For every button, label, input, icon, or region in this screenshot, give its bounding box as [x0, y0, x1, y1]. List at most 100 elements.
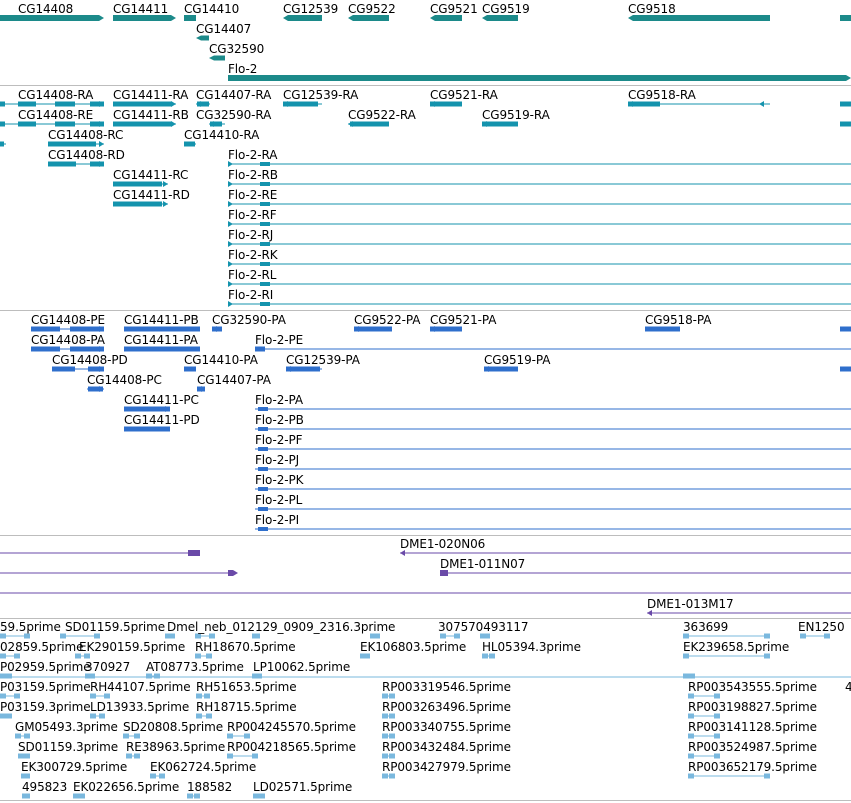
feature-label[interactable]: LD02571.5prime — [253, 780, 353, 794]
feature-label[interactable]: RP003263496.5prime — [382, 700, 511, 714]
feature-glyph[interactable] — [206, 653, 212, 659]
feature-glyph[interactable] — [24, 773, 30, 779]
feature-label[interactable]: CG9519-PA — [484, 353, 551, 367]
strand-arrow[interactable] — [99, 366, 104, 372]
feature-glyph[interactable] — [260, 282, 270, 286]
strand-arrow[interactable] — [228, 261, 233, 267]
strand-arrow[interactable] — [171, 121, 176, 127]
strand-arrow[interactable] — [99, 101, 104, 107]
feature-glyph[interactable] — [389, 693, 395, 699]
feature-glyph[interactable] — [79, 793, 85, 799]
feature-label[interactable]: P03159.5prime — [0, 680, 91, 694]
feature-label[interactable]: Flo-2-RL — [228, 268, 277, 282]
feature-label[interactable]: CG9518 — [628, 2, 676, 16]
feature-glyph[interactable] — [113, 201, 162, 207]
feature-glyph[interactable] — [24, 733, 30, 739]
strand-arrow[interactable] — [99, 326, 104, 332]
feature-label[interactable]: RH51653.5prime — [196, 680, 297, 694]
feature-label[interactable]: 495823 — [22, 780, 68, 794]
feature-glyph[interactable] — [389, 713, 395, 719]
feature-glyph[interactable] — [258, 507, 268, 511]
feature-glyph[interactable] — [15, 733, 21, 739]
feature-label[interactable]: RP003432484.5prime — [382, 740, 511, 754]
feature-glyph[interactable] — [169, 633, 175, 639]
feature-label[interactable]: 59.5prime — [0, 620, 61, 634]
feature-glyph[interactable] — [196, 693, 202, 699]
feature-glyph[interactable] — [689, 673, 695, 679]
feature-glyph[interactable] — [454, 633, 460, 639]
strand-arrow[interactable] — [228, 241, 233, 247]
feature-label[interactable]: CG14408-RA — [18, 88, 94, 102]
feature-label[interactable]: CG14411 — [113, 2, 169, 16]
feature-label[interactable]: CG9521-RA — [430, 88, 498, 102]
feature-glyph[interactable] — [628, 101, 660, 107]
feature-glyph[interactable] — [0, 713, 6, 719]
feature-label[interactable]: CG14408-PC — [87, 373, 162, 387]
feature-label[interactable]: RP004245570.5prime — [227, 720, 356, 734]
feature-glyph[interactable] — [714, 713, 720, 719]
feature-glyph[interactable] — [31, 326, 60, 332]
feature-glyph[interactable] — [113, 101, 172, 107]
feature-glyph[interactable] — [440, 633, 446, 639]
feature-glyph[interactable] — [350, 121, 389, 127]
feature-glyph[interactable] — [154, 673, 160, 679]
feature-glyph[interactable] — [90, 693, 96, 699]
feature-glyph[interactable] — [194, 793, 200, 799]
feature-glyph[interactable] — [840, 121, 851, 127]
feature-glyph[interactable] — [482, 121, 518, 127]
feature-label[interactable]: DME1-011N07 — [440, 557, 526, 571]
strand-arrow[interactable] — [759, 101, 764, 107]
feature-glyph[interactable] — [184, 141, 195, 147]
feature-label[interactable]: HL05394.3prime — [482, 640, 581, 654]
feature-glyph[interactable] — [18, 121, 36, 127]
feature-label[interactable]: CG14407-PA — [197, 373, 271, 387]
feature-label[interactable]: CG14411-RD — [113, 188, 190, 202]
feature-glyph[interactable] — [204, 693, 210, 699]
feature-label[interactable]: Flo-2-RF — [228, 208, 277, 222]
feature-glyph[interactable] — [800, 633, 806, 639]
feature-glyph[interactable] — [227, 753, 233, 759]
feature-glyph[interactable] — [764, 773, 770, 779]
feature-glyph[interactable] — [688, 733, 694, 739]
feature-glyph[interactable] — [389, 733, 395, 739]
feature-glyph[interactable] — [84, 653, 90, 659]
feature-label[interactable]: 02859.5prime — [0, 640, 84, 654]
feature-glyph[interactable] — [0, 633, 6, 639]
feature-glyph[interactable] — [714, 733, 720, 739]
feature-glyph[interactable] — [688, 713, 694, 719]
feature-label[interactable]: CG9521-PA — [430, 313, 497, 327]
feature-glyph[interactable] — [683, 673, 689, 679]
feature-label[interactable]: CG9521 — [430, 2, 478, 16]
feature-glyph[interactable] — [683, 633, 689, 639]
feature-glyph[interactable] — [206, 713, 212, 719]
feature-glyph[interactable] — [382, 693, 388, 699]
feature-glyph[interactable] — [430, 326, 462, 332]
feature-label[interactable]: Flo-2-PK — [255, 473, 304, 487]
strand-arrow[interactable] — [228, 161, 233, 167]
strand-arrow[interactable] — [354, 326, 359, 332]
feature-label[interactable]: 4 — [845, 680, 851, 694]
feature-label[interactable]: CG9522-RA — [348, 108, 416, 122]
feature-glyph[interactable] — [0, 693, 6, 699]
feature-label[interactable]: CG32590 — [209, 42, 265, 56]
feature-glyph[interactable] — [260, 262, 270, 266]
feature-label[interactable]: CG14408-RC — [48, 128, 124, 142]
feature-label[interactable]: CG14410-RA — [184, 128, 260, 142]
feature-glyph[interactable] — [484, 633, 490, 639]
feature-glyph[interactable] — [252, 753, 258, 759]
feature-glyph[interactable] — [244, 733, 250, 739]
feature-glyph[interactable] — [840, 366, 851, 372]
feature-glyph[interactable] — [195, 633, 201, 639]
feature-glyph[interactable] — [0, 653, 6, 659]
feature-label[interactable]: CG14408-RE — [18, 108, 94, 122]
feature-glyph[interactable] — [6, 713, 12, 719]
feature-glyph[interactable] — [31, 346, 60, 352]
feature-label[interactable]: P02959.5prime — [0, 660, 91, 674]
feature-glyph[interactable] — [0, 141, 4, 147]
feature-glyph[interactable] — [123, 733, 129, 739]
strand-arrow[interactable] — [430, 326, 435, 332]
feature-label[interactable]: CG9522 — [348, 2, 396, 16]
feature-label[interactable]: CG9522-PA — [354, 313, 421, 327]
strand-arrow[interactable] — [163, 181, 168, 187]
strand-arrow[interactable] — [197, 386, 202, 392]
